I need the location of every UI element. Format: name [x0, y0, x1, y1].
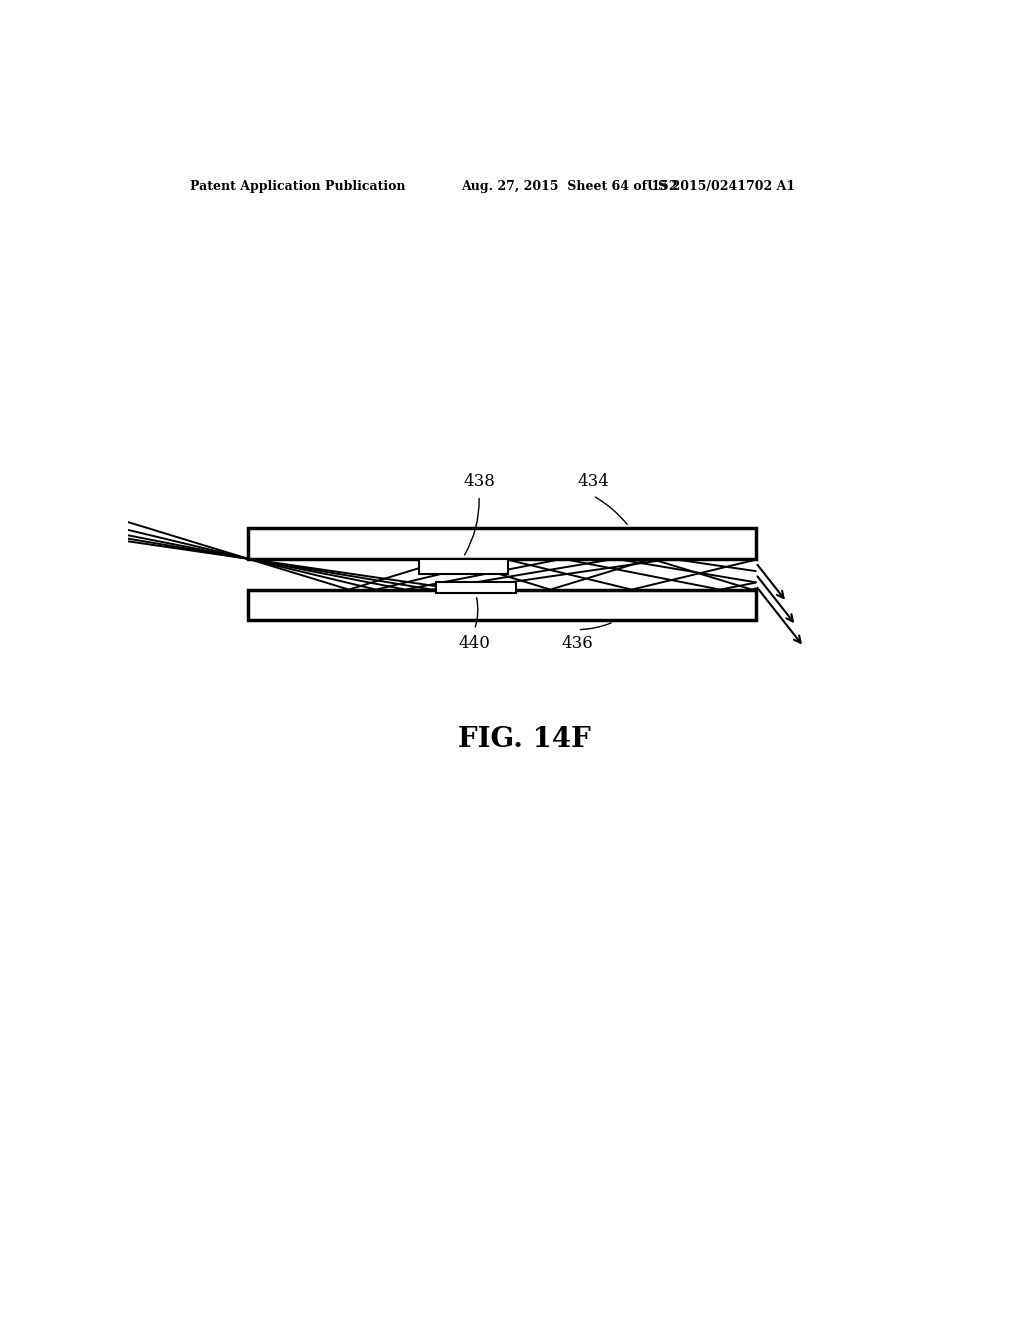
Bar [248, 528, 756, 558]
Text: Aug. 27, 2015  Sheet 64 of 152: Aug. 27, 2015 Sheet 64 of 152 [461, 181, 678, 194]
Text: 438: 438 [463, 474, 495, 490]
Text: US 2015/0241702 A1: US 2015/0241702 A1 [647, 181, 796, 194]
Text: 434: 434 [578, 474, 609, 490]
Text: FIG. 14F: FIG. 14F [459, 726, 591, 754]
Bar [248, 590, 756, 620]
Text: 440: 440 [459, 635, 490, 652]
Text: Patent Application Publication: Patent Application Publication [190, 181, 406, 194]
Text: 436: 436 [561, 635, 593, 652]
Bar [436, 582, 515, 594]
Bar [419, 558, 508, 574]
